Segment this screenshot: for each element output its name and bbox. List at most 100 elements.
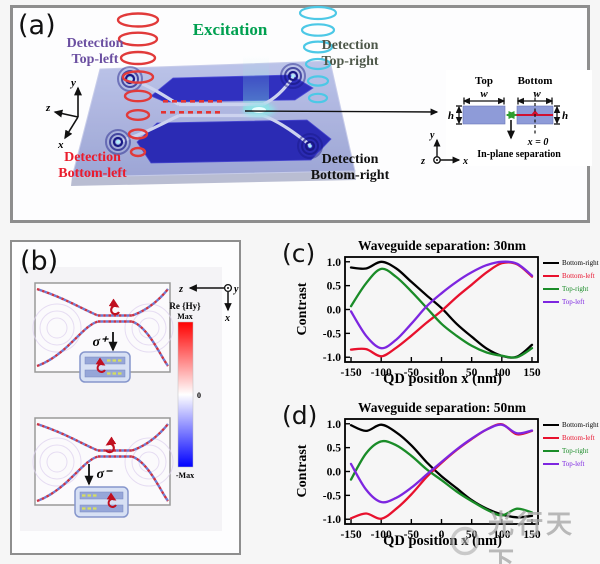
- width-arrows: [462, 97, 554, 105]
- panel-a-axes: [53, 86, 82, 140]
- legend-line-swatch: [543, 423, 559, 427]
- legend-line-swatch: [543, 449, 559, 453]
- svg-text:-0.5: -0.5: [323, 490, 341, 502]
- w-label-bottom: w: [533, 88, 541, 100]
- cross-section-inset: Top Bottom w w h h: [420, 70, 592, 167]
- chart-c: -150 -100 -50 0 50 100 150 1.0 0.5 0.0 -0.5 -1.0: [323, 256, 541, 379]
- watermark-logo-icon: [450, 526, 480, 556]
- detection-bottom-right-line1: Detection: [321, 152, 379, 167]
- svg-text:-100: -100: [371, 367, 392, 379]
- axis-x-label: x: [224, 313, 230, 324]
- bottom-mesa: [136, 119, 332, 164]
- leader-arrow: [244, 108, 439, 116]
- legend-label: Top-left: [562, 460, 585, 468]
- legend-label: Bottom-left: [562, 434, 595, 442]
- detection-bottom-left-line2: Bottom-left: [58, 166, 127, 181]
- chart-d-title: Waveguide separation: 50nm: [357, 400, 526, 415]
- detection-top-right-line2: Top-right: [321, 54, 379, 69]
- colorbar-zero: 0: [197, 391, 201, 400]
- series-top-right: [349, 267, 534, 359]
- chart-c-title: Waveguide separation: 30nm: [357, 238, 526, 253]
- legend-line-swatch: [543, 462, 559, 466]
- h-label-left: h: [448, 110, 454, 122]
- detection-bottom-right-line2: Bottom-right: [310, 168, 390, 183]
- series-top-left: [349, 423, 534, 504]
- sigma-plus-simulation: σ⁺: [32, 282, 174, 383]
- chart-d-xlabel: QD position x (nm): [383, 533, 502, 549]
- legend-item: Top-left: [543, 458, 599, 470]
- detection-top-right-label: Detection Top-right: [295, 38, 405, 70]
- detection-top-left-line2: Top-left: [71, 52, 119, 67]
- field-pattern: [36, 422, 169, 503]
- chart-d-legend: Bottom-right Bottom-left Top-right Top-left: [543, 419, 599, 470]
- qd-glow-core: [252, 107, 266, 113]
- field-fringes: [32, 303, 174, 353]
- panel-b-axes: z y x: [178, 283, 239, 324]
- svg-text:-100: -100: [371, 529, 392, 541]
- red-field-arrows: [161, 100, 222, 114]
- sigma-minus-label: σ⁻: [97, 467, 114, 482]
- legend-item: Top-right: [543, 283, 599, 295]
- legend-item: Bottom-left: [543, 432, 599, 444]
- sigma-plus-inset: [79, 351, 131, 383]
- red-helix-beam: [116, 12, 160, 158]
- colorbar-min: -Max: [176, 471, 194, 480]
- detection-top-right-line1: Detection: [321, 38, 379, 53]
- panel-b-graphic: σ⁺: [20, 267, 239, 531]
- panel-c-label: (c): [282, 239, 316, 268]
- legend-label: Top-right: [562, 285, 589, 293]
- svg-text:100: 100: [493, 529, 511, 541]
- cyan-helix-beam: [298, 5, 338, 104]
- legend-label: Bottom-left: [562, 272, 595, 280]
- svg-text:150: 150: [523, 367, 541, 379]
- axis-z-label: z: [178, 284, 183, 295]
- svg-text:-50: -50: [404, 367, 420, 379]
- detection-bottom-right-label: Detection Bottom-right: [290, 152, 410, 184]
- panel-b-label: (b): [20, 246, 59, 277]
- inset-axes: [433, 138, 461, 164]
- svg-text:0: 0: [439, 529, 445, 541]
- svg-text:50: 50: [466, 529, 478, 541]
- legend-label: Bottom-right: [562, 259, 599, 267]
- waveguide-chip-3d: [71, 5, 356, 186]
- h-label-right: h: [562, 110, 568, 122]
- inset-axis-y: y: [429, 130, 435, 141]
- inset-top-label: Top: [475, 75, 493, 87]
- chart-d-ylabel: Contrast: [295, 444, 310, 498]
- axis-z-label: z: [45, 102, 51, 114]
- inset-axis-z: z: [420, 156, 425, 167]
- svg-text:0.0: 0.0: [327, 467, 342, 479]
- legend-line-swatch: [543, 274, 559, 278]
- chart-c-xlabel: QD position x (nm): [383, 371, 502, 387]
- legend-label: Top-right: [562, 447, 589, 455]
- legend-label: Top-left: [562, 298, 585, 306]
- chart-d: -150 -100 -50 0 50 100 150 1.0 0.5 0.0 -0.5 -1.0: [323, 418, 541, 541]
- height-arrows: [455, 105, 561, 125]
- excitation-beam-glow: [243, 56, 269, 110]
- svg-text:150: 150: [523, 529, 541, 541]
- axis-y-label: y: [233, 284, 239, 295]
- top-mesa: [150, 74, 314, 103]
- legend-line-swatch: [543, 300, 559, 304]
- svg-text:0.5: 0.5: [327, 281, 342, 293]
- detection-bottom-left-line1: Detection: [64, 150, 121, 165]
- colorbar-title: Re {Hy}: [169, 301, 201, 311]
- colorbar: Re {Hy} Max 0 -Max: [169, 301, 201, 480]
- legend-line-swatch: [543, 287, 559, 291]
- svg-text:-0.5: -0.5: [323, 328, 341, 340]
- series-top-right: [349, 439, 534, 517]
- excitation-label: Excitation: [192, 20, 268, 39]
- detection-top-left-line1: Detection: [66, 36, 124, 51]
- inset-bottom-label: Bottom: [518, 75, 553, 87]
- panel-a-label: (a): [18, 10, 56, 41]
- svg-text:1.0: 1.0: [327, 257, 342, 269]
- legend-item: Bottom-right: [543, 257, 599, 269]
- svg-text:0.5: 0.5: [327, 443, 342, 455]
- top-waveguide-section: [462, 105, 506, 125]
- svg-text:0: 0: [439, 367, 445, 379]
- detection-top-left-label: Detection Top-left: [40, 36, 150, 68]
- svg-text:100: 100: [493, 367, 511, 379]
- svg-text:50: 50: [466, 367, 478, 379]
- legend-item: Bottom-right: [543, 419, 599, 431]
